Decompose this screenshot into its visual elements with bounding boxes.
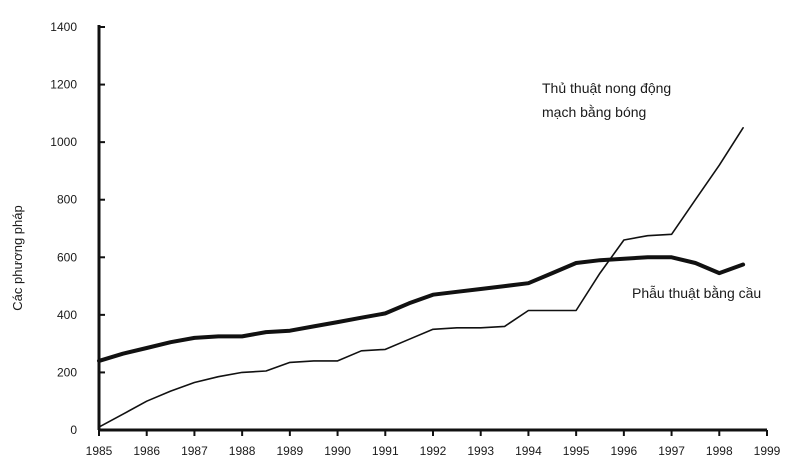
x-tick-label: 1988 [229,444,256,458]
y-tick-label: 400 [57,308,77,322]
series-line-0 [97,255,746,363]
y-tick-label: 600 [57,250,77,264]
annotation-line: Thủ thuật nong động [542,80,671,96]
annotation-layer: Thủ thuật nong động mạch bằng bóng Phẫu th… [542,80,761,301]
x-tick-label: 1985 [86,444,113,458]
y-axis-title: Các phương pháp [10,205,25,310]
x-tick-label: 1991 [372,444,399,458]
annotation-line: mạch bằng bóng [542,104,646,120]
y-tick-label: 1400 [50,20,77,34]
y-tick-label: 800 [57,193,77,207]
x-tick-label: 1995 [563,444,590,458]
x-tick-label: 1999 [754,444,781,458]
x-tick-label: 1996 [611,444,638,458]
x-tick-label: 1994 [515,444,542,458]
series-layer [97,127,746,428]
axes-layer: 0 200 400 600 800 1000 1200 1400 1985 1986 1987 198… [50,20,780,458]
x-tick-label: 1998 [706,444,733,458]
y-tick-label: 1200 [50,78,77,92]
x-tick-label: 1989 [277,444,304,458]
series-line-1 [98,127,744,428]
x-tick-label: 1993 [467,444,494,458]
x-tick-label: 1987 [181,444,208,458]
y-tick-label: 0 [70,423,77,437]
series-annotation-1: Phẫu thuật bằng cầu [632,285,761,301]
x-tick-label: 1997 [658,444,685,458]
x-tick-label: 1986 [133,444,160,458]
x-tick-label: 1992 [420,444,447,458]
y-tick-label: 1000 [50,135,77,149]
y-tick-label: 200 [57,365,77,379]
x-tick-label: 1990 [324,444,351,458]
annotation-line: Phẫu thuật bằng cầu [632,285,761,301]
series-annotation-0: Thủ thuật nong động mạch bằng bóng [542,80,671,120]
